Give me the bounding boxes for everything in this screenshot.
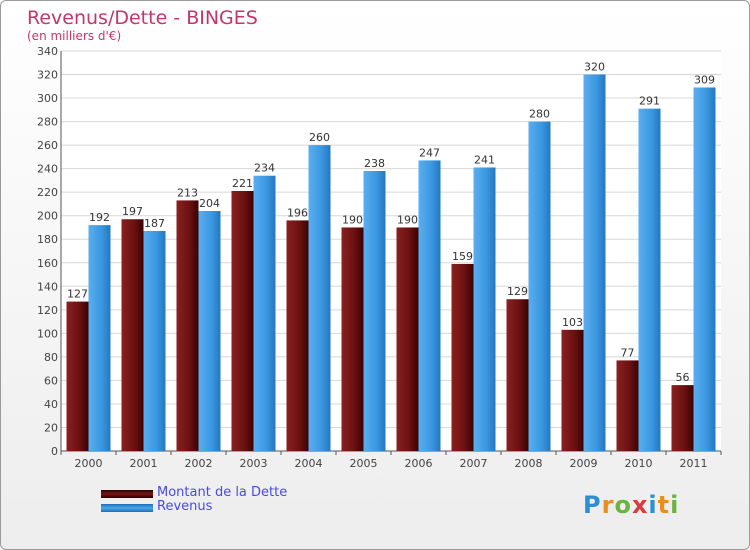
x-tick-label: 2001 — [130, 457, 158, 470]
bar-revenus — [89, 225, 111, 451]
bar-dette — [562, 330, 584, 451]
x-tick-label: 2002 — [185, 457, 213, 470]
x-tick-label: 2004 — [295, 457, 323, 470]
data-label-revenus: 247 — [419, 146, 440, 159]
data-label-revenus: 238 — [364, 157, 385, 170]
y-tick-label: 180 — [37, 233, 58, 246]
data-label-dette: 129 — [507, 285, 528, 298]
y-tick-label: 60 — [44, 374, 58, 387]
y-tick-label: 20 — [44, 421, 58, 434]
bar-revenus — [254, 176, 276, 451]
data-label-revenus: 192 — [89, 211, 110, 224]
proxiti-logo: Proxiti — [583, 491, 679, 519]
legend-label-revenus: Revenus — [157, 499, 212, 514]
x-tick-label: 2006 — [405, 457, 433, 470]
legend-swatch-revenus — [101, 504, 153, 512]
bar-revenus — [529, 122, 551, 451]
data-label-dette: 221 — [232, 177, 253, 190]
y-tick-label: 220 — [37, 186, 58, 199]
data-label-revenus: 234 — [254, 162, 275, 175]
y-tick-label: 160 — [37, 257, 58, 270]
y-tick-label: 320 — [37, 69, 58, 82]
x-tick-label: 2003 — [240, 457, 268, 470]
x-tick-label: 2005 — [350, 457, 378, 470]
bar-dette — [452, 264, 474, 451]
bar-revenus — [144, 231, 166, 451]
data-label-dette: 56 — [676, 371, 690, 384]
data-label-revenus: 309 — [694, 73, 715, 86]
y-tick-label: 280 — [37, 116, 58, 129]
bar-revenus — [419, 160, 441, 451]
y-tick-label: 120 — [37, 304, 58, 317]
x-tick-label: 2007 — [460, 457, 488, 470]
data-label-revenus: 204 — [199, 197, 220, 210]
bar-dette — [672, 385, 694, 451]
x-tick-label: 2008 — [515, 457, 543, 470]
bar-dette — [507, 299, 529, 451]
data-label-dette: 77 — [621, 346, 635, 359]
data-label-revenus: 260 — [309, 131, 330, 144]
bar-revenus — [474, 167, 496, 451]
bar-revenus — [364, 171, 386, 451]
bar-dette — [232, 191, 254, 451]
bar-dette — [177, 200, 199, 451]
data-label-dette: 159 — [452, 250, 473, 263]
data-label-dette: 213 — [177, 186, 198, 199]
data-label-dette: 190 — [397, 213, 418, 226]
y-tick-label: 80 — [44, 351, 58, 364]
bar-revenus — [584, 75, 606, 451]
bar-dette — [397, 227, 419, 451]
bar-revenus — [639, 109, 661, 451]
data-label-revenus: 291 — [639, 95, 660, 108]
bar-dette — [122, 219, 144, 451]
y-tick-label: 40 — [44, 398, 58, 411]
bar-revenus — [199, 211, 221, 451]
data-label-revenus: 187 — [144, 217, 165, 230]
y-tick-label: 200 — [37, 210, 58, 223]
bar-dette — [287, 220, 309, 451]
data-label-dette: 197 — [122, 205, 143, 218]
y-tick-label: 300 — [37, 92, 58, 105]
bar-dette — [617, 360, 639, 451]
x-tick-label: 2000 — [75, 457, 103, 470]
data-label-revenus: 320 — [584, 61, 605, 74]
data-label-revenus: 280 — [529, 108, 550, 121]
data-label-dette: 127 — [67, 288, 88, 301]
y-tick-label: 140 — [37, 280, 58, 293]
x-tick-label: 2010 — [625, 457, 653, 470]
bar-revenus — [694, 87, 716, 451]
y-tick-label: 0 — [51, 445, 58, 458]
x-tick-label: 2009 — [570, 457, 598, 470]
y-tick-label: 240 — [37, 163, 58, 176]
y-tick-label: 100 — [37, 327, 58, 340]
legend-label-dette: Montant de la Dette — [157, 485, 287, 500]
data-label-dette: 190 — [342, 213, 363, 226]
data-label-revenus: 241 — [474, 153, 495, 166]
bar-dette — [342, 227, 364, 451]
x-tick-label: 2011 — [680, 457, 708, 470]
data-label-dette: 103 — [562, 316, 583, 329]
bar-dette — [67, 302, 89, 451]
data-label-dette: 196 — [287, 206, 308, 219]
y-tick-label: 340 — [37, 45, 58, 58]
legend-swatch-dette — [101, 490, 153, 498]
bar-revenus — [309, 145, 331, 451]
y-tick-label: 260 — [37, 139, 58, 152]
